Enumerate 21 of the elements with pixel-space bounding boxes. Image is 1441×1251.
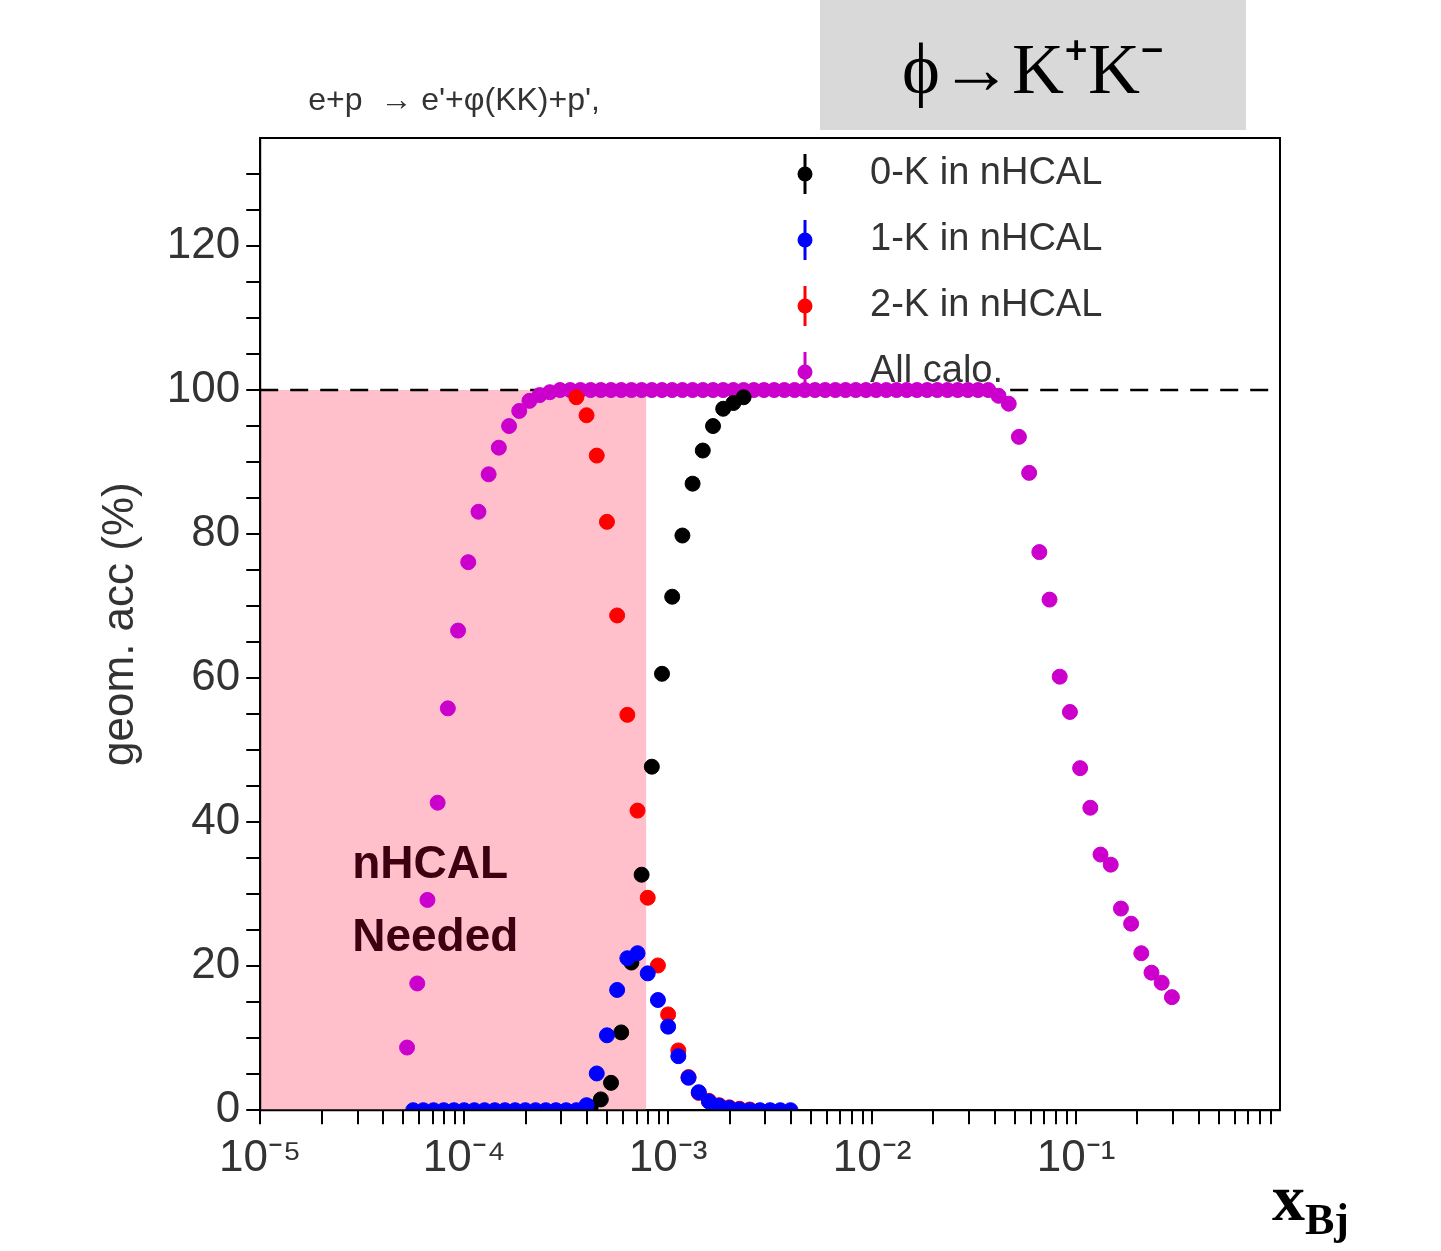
x-tick-label: 10⁻⁴ <box>422 1130 506 1180</box>
legend-label: All calo. <box>870 348 1004 391</box>
x-tick-label: 10⁻² <box>832 1130 912 1180</box>
y-tick-label: 120 <box>166 218 241 268</box>
x-tick-label: 10⁻⁵ <box>219 1130 302 1180</box>
y-axis-title: geom. acc (%) <box>92 482 142 766</box>
y-tick-label: 20 <box>191 938 241 988</box>
x-tick-label: 10⁻¹ <box>1036 1130 1116 1180</box>
y-tick-label: 100 <box>166 362 241 412</box>
x-axis-title: x$_{Bj}$ <box>1272 1160 1349 1246</box>
y-tick-label: 60 <box>191 650 241 700</box>
band-label: nHCAL Needed <box>352 836 519 962</box>
chart-title: e+p → e'+φ(KK)+p', <box>308 81 600 117</box>
legend-label: 0-K in nHCAL <box>870 150 1103 193</box>
legend-label: 1-K in nHCAL <box>870 216 1103 259</box>
y-tick-label: 0 <box>215 1082 241 1132</box>
legend-label: 2-K in nHCAL <box>870 282 1103 325</box>
x-tick-label: 10⁻³ <box>628 1130 708 1180</box>
y-tick-label: 40 <box>191 794 241 844</box>
y-tick-label: 80 <box>191 506 241 556</box>
text: ϕ→K⁺K⁻ <box>902 28 1164 111</box>
